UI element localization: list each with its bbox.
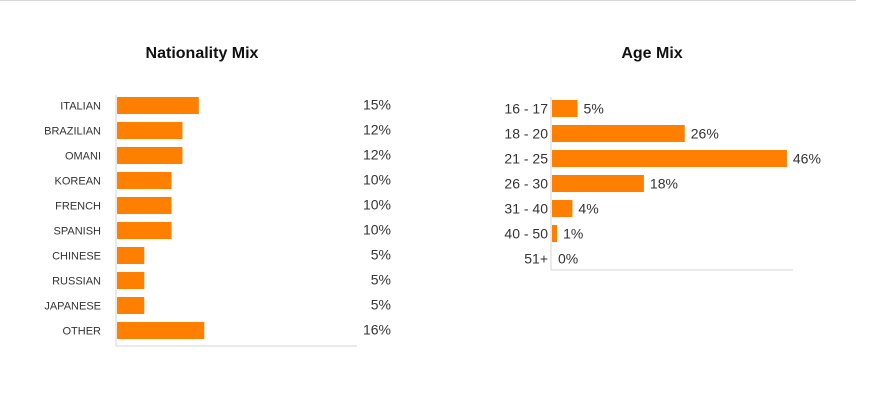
nationality-category-label: RUSSIAN: [52, 276, 101, 288]
nationality-category-label: OMANI: [65, 151, 101, 163]
nationality-value-label: 5%: [371, 297, 391, 313]
age-chart-title: Age Mix: [621, 45, 682, 62]
age-value-label: 5%: [584, 101, 604, 117]
age-value-label: 46%: [793, 151, 821, 167]
age-category-label: 40 - 50: [504, 226, 548, 242]
age-category-label: 51+: [524, 251, 548, 267]
age-category-label: 18 - 20: [504, 126, 548, 142]
nationality-category-label: FRENCH: [55, 201, 101, 213]
nationality-category-label: JAPANESE: [44, 301, 101, 313]
nationality-category-label: BRAZILIAN: [44, 126, 101, 138]
age-bar: [552, 125, 685, 142]
nationality-bar: [117, 322, 205, 339]
age-value-label: 0%: [558, 251, 578, 267]
age-bar: [552, 225, 558, 242]
age-category-label: 31 - 40: [504, 201, 548, 217]
age-bar: [552, 150, 787, 167]
nationality-value-label: 5%: [371, 272, 391, 288]
age-value-label: 4%: [578, 201, 598, 217]
nationality-category-label: ITALIAN: [60, 101, 101, 113]
nationality-bar: [117, 247, 145, 264]
nationality-category-label: SPANISH: [54, 226, 102, 238]
age-value-label: 18%: [650, 176, 678, 192]
nationality-bar: [117, 122, 183, 139]
age-value-label: 1%: [563, 226, 583, 242]
nationality-value-label: 10%: [363, 197, 391, 213]
nationality-category-label: CHINESE: [52, 251, 101, 263]
nationality-value-label: 15%: [363, 97, 391, 113]
age-bar: [552, 200, 573, 217]
age-category-label: 26 - 30: [504, 176, 548, 192]
age-bar: [552, 175, 644, 192]
top-divider: [0, 0, 856, 1]
nationality-category-label: OTHER: [63, 326, 102, 338]
nationality-bar: [117, 297, 145, 314]
age-category-label: 16 - 17: [504, 101, 548, 117]
nationality-value-label: 5%: [371, 247, 391, 263]
nationality-value-label: 16%: [363, 322, 391, 338]
nationality-value-label: 12%: [363, 147, 391, 163]
nationality-category-label: KOREAN: [55, 176, 102, 188]
nationality-bar: [117, 272, 145, 289]
nationality-value-label: 10%: [363, 172, 391, 188]
age-value-label: 26%: [691, 126, 719, 142]
age-category-label: 21 - 25: [504, 151, 548, 167]
age-bar: [552, 100, 578, 117]
nationality-bar: [117, 222, 172, 239]
nationality-bar: [117, 197, 172, 214]
nationality-value-label: 10%: [363, 222, 391, 238]
nationality-bar: [117, 147, 183, 164]
nationality-value-label: 12%: [363, 122, 391, 138]
nationality-bar: [117, 97, 199, 114]
nationality-bar: [117, 172, 172, 189]
nationality-chart-title: Nationality Mix: [146, 45, 259, 62]
